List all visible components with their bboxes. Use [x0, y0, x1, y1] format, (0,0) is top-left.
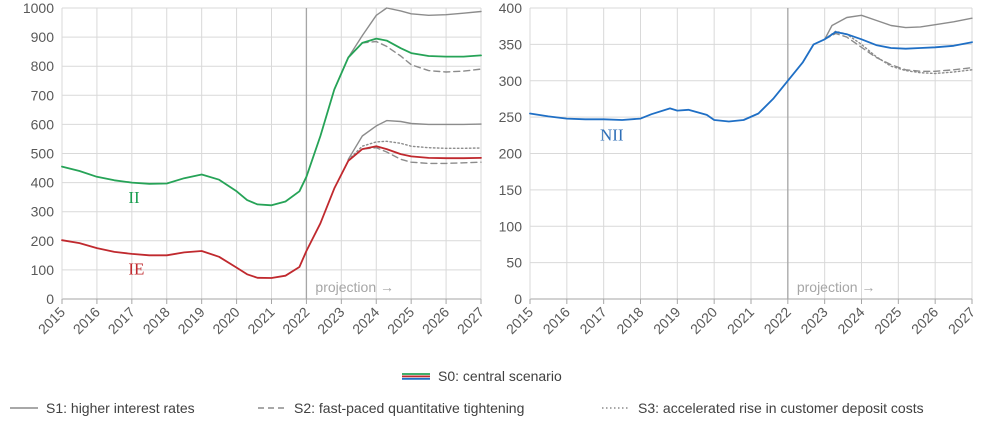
left-x-tick-label: 2026 — [419, 304, 452, 337]
right-y-tick-label: 350 — [499, 36, 523, 52]
legend-label-2: S2: fast-paced quantitative tightening — [294, 400, 524, 416]
right-y-tick-label: 200 — [499, 146, 523, 162]
right-y-tick-label: 150 — [499, 182, 523, 198]
left-x-tick-label: 2018 — [140, 304, 173, 337]
left-y-tick-label: 700 — [31, 87, 55, 103]
right-x-tick-label: 2023 — [797, 304, 830, 337]
left-x-tick-label: 2025 — [384, 304, 417, 337]
left-series-ie-s3 — [347, 140, 482, 161]
left-y-tick-label: 600 — [31, 116, 55, 132]
left-x-tick-label: 2027 — [454, 304, 487, 337]
right-x-tick-label: 2026 — [908, 304, 941, 337]
right-annotation-nii: NII — [600, 125, 624, 144]
right-x-tick-label: 2018 — [613, 304, 646, 337]
left-x-tick-label: 2020 — [209, 304, 242, 337]
legend-label-3: S3: accelerated rise in customer deposit… — [638, 400, 924, 416]
left-y-tick-label: 0 — [46, 291, 54, 307]
left-y-tick-label: 200 — [31, 233, 55, 249]
right-projection-label: projection → — [797, 279, 876, 295]
legend-label-1: S1: higher interest rates — [46, 400, 195, 416]
legend-s0-label: S0: central scenario — [438, 368, 562, 384]
left-x-tick-label: 2021 — [244, 304, 277, 337]
right-x-tick-label: 2022 — [761, 304, 794, 337]
right-x-tick-label: 2020 — [687, 304, 720, 337]
right-y-tick-label: 100 — [499, 218, 523, 234]
left-series-ie-s0 — [61, 145, 482, 279]
left-y-tick-label: 100 — [31, 262, 55, 278]
left-series-ie-s2 — [347, 147, 482, 165]
left-x-tick-label: 2022 — [279, 304, 312, 337]
right-x-tick-label: 2019 — [650, 304, 683, 337]
left-series-ii-s2 — [347, 40, 482, 73]
left-y-tick-label: 900 — [31, 29, 55, 45]
right-series-nii-s1 — [824, 14, 973, 40]
right-x-tick-label: 2025 — [871, 304, 904, 337]
right-x-tick-label: 2016 — [540, 304, 573, 337]
right-y-tick-label: 50 — [506, 255, 522, 271]
left-x-tick-label: 2015 — [35, 304, 68, 337]
left-x-tick-label: 2016 — [70, 304, 103, 337]
left-x-tick-label: 2019 — [174, 304, 207, 337]
right-y-tick-label: 250 — [499, 109, 523, 125]
left-series-ii-s1 — [347, 7, 482, 59]
left-y-tick-label: 400 — [31, 175, 55, 191]
right-x-tick-label: 2015 — [503, 304, 536, 337]
left-x-tick-label: 2017 — [105, 304, 138, 337]
right-x-tick-label: 2017 — [576, 304, 609, 337]
right-x-tick-label: 2027 — [945, 304, 978, 337]
left-series-ii-s0 — [61, 37, 482, 207]
left-annotation-ie: IE — [128, 259, 144, 278]
left-y-tick-label: 1000 — [23, 0, 54, 16]
left-x-tick-label: 2023 — [314, 304, 347, 337]
right-series-nii-s0 — [529, 31, 973, 123]
right-y-tick-label: 300 — [499, 73, 523, 89]
right-x-tick-label: 2024 — [834, 304, 867, 337]
left-x-tick-label: 2024 — [349, 304, 382, 337]
left-series-ie-s1 — [347, 119, 482, 160]
left-y-tick-label: 300 — [31, 204, 55, 220]
left-annotation-ii: II — [128, 188, 140, 207]
left-y-tick-label: 500 — [31, 146, 55, 162]
left-y-tick-label: 800 — [31, 58, 55, 74]
right-series-nii-s2 — [824, 32, 973, 72]
right-y-tick-label: 0 — [514, 291, 522, 307]
right-y-tick-label: 400 — [499, 0, 523, 16]
left-projection-label: projection → — [315, 279, 394, 295]
right-x-tick-label: 2021 — [724, 304, 757, 337]
